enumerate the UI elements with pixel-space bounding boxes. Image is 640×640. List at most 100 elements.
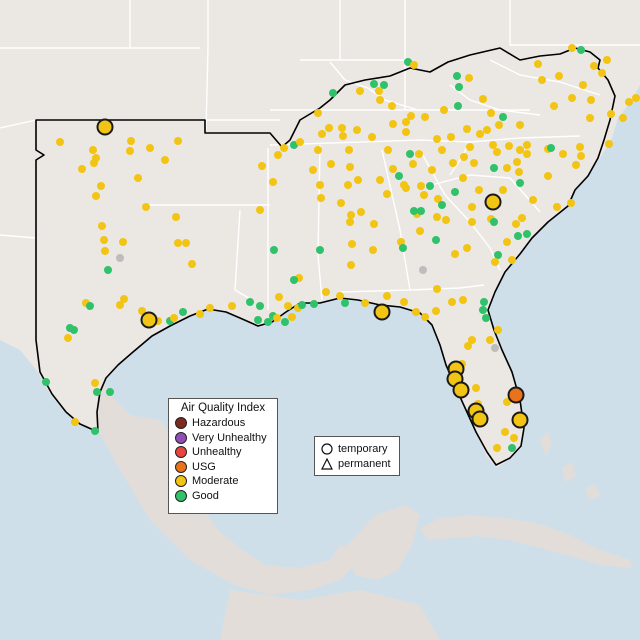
- station-marker[interactable]: [464, 342, 472, 350]
- station-marker[interactable]: [490, 164, 498, 172]
- station-marker[interactable]: [463, 244, 471, 252]
- station-marker[interactable]: [346, 218, 354, 226]
- station-marker[interactable]: [172, 213, 180, 221]
- station-marker[interactable]: [402, 118, 410, 126]
- station-marker[interactable]: [337, 199, 345, 207]
- station-marker[interactable]: [475, 186, 483, 194]
- station-marker[interactable]: [188, 260, 196, 268]
- station-marker[interactable]: [410, 207, 418, 215]
- station-marker[interactable]: [91, 379, 99, 387]
- station-marker[interactable]: [470, 159, 478, 167]
- station-marker[interactable]: [499, 186, 507, 194]
- station-marker[interactable]: [228, 302, 236, 310]
- station-marker[interactable]: [275, 293, 283, 301]
- station-marker[interactable]: [440, 106, 448, 114]
- station-marker[interactable]: [468, 218, 476, 226]
- station-marker[interactable]: [487, 109, 495, 117]
- station-marker[interactable]: [516, 179, 524, 187]
- station-marker[interactable]: [116, 254, 124, 262]
- station-marker[interactable]: [127, 137, 135, 145]
- station-marker[interactable]: [503, 164, 511, 172]
- station-marker[interactable]: [369, 246, 377, 254]
- station-marker[interactable]: [468, 203, 476, 211]
- station-marker[interactable]: [538, 76, 546, 84]
- station-marker[interactable]: [459, 174, 467, 182]
- station-marker[interactable]: [314, 146, 322, 154]
- station-marker[interactable]: [603, 56, 611, 64]
- station-marker[interactable]: [270, 246, 278, 254]
- station-marker[interactable]: [357, 208, 365, 216]
- station-marker[interactable]: [281, 318, 289, 326]
- station-marker[interactable]: [356, 87, 364, 95]
- station-marker[interactable]: [409, 160, 417, 168]
- station-marker[interactable]: [42, 378, 50, 386]
- station-marker[interactable]: [529, 196, 537, 204]
- station-marker[interactable]: [91, 427, 99, 435]
- station-marker[interactable]: [510, 434, 518, 442]
- station-marker[interactable]: [547, 144, 555, 152]
- station-marker[interactable]: [491, 344, 499, 352]
- station-marker[interactable]: [442, 216, 450, 224]
- station-marker[interactable]: [89, 146, 97, 154]
- station-marker[interactable]: [120, 295, 128, 303]
- station-marker[interactable]: [400, 298, 408, 306]
- temporary-monitor-marker[interactable]: [484, 193, 502, 211]
- station-marker[interactable]: [316, 181, 324, 189]
- station-marker[interactable]: [274, 151, 282, 159]
- station-marker[interactable]: [104, 266, 112, 274]
- station-marker[interactable]: [486, 336, 494, 344]
- station-marker[interactable]: [410, 61, 418, 69]
- station-marker[interactable]: [490, 218, 498, 226]
- station-marker[interactable]: [280, 144, 288, 152]
- station-marker[interactable]: [256, 302, 264, 310]
- station-marker[interactable]: [447, 133, 455, 141]
- temporary-monitor-marker[interactable]: [140, 311, 158, 329]
- station-marker[interactable]: [327, 160, 335, 168]
- station-marker[interactable]: [344, 181, 352, 189]
- station-marker[interactable]: [463, 125, 471, 133]
- station-marker[interactable]: [354, 176, 362, 184]
- station-marker[interactable]: [296, 138, 304, 146]
- station-marker[interactable]: [376, 176, 384, 184]
- station-marker[interactable]: [433, 135, 441, 143]
- station-marker[interactable]: [513, 158, 521, 166]
- station-marker[interactable]: [93, 388, 101, 396]
- station-marker[interactable]: [389, 165, 397, 173]
- station-marker[interactable]: [348, 240, 356, 248]
- station-marker[interactable]: [78, 165, 86, 173]
- station-marker[interactable]: [576, 143, 584, 151]
- station-marker[interactable]: [460, 153, 468, 161]
- station-marker[interactable]: [476, 130, 484, 138]
- station-marker[interactable]: [56, 138, 64, 146]
- temporary-monitor-marker[interactable]: [511, 411, 529, 429]
- station-marker[interactable]: [598, 69, 606, 77]
- station-marker[interactable]: [170, 314, 178, 322]
- station-marker[interactable]: [174, 239, 182, 247]
- station-marker[interactable]: [523, 230, 531, 238]
- station-marker[interactable]: [508, 256, 516, 264]
- station-marker[interactable]: [577, 152, 585, 160]
- station-marker[interactable]: [86, 302, 94, 310]
- station-marker[interactable]: [607, 110, 615, 118]
- station-marker[interactable]: [579, 81, 587, 89]
- station-marker[interactable]: [493, 444, 501, 452]
- station-marker[interactable]: [534, 60, 542, 68]
- station-marker[interactable]: [483, 126, 491, 134]
- temporary-monitor-marker[interactable]: [452, 381, 470, 399]
- station-marker[interactable]: [97, 182, 105, 190]
- station-marker[interactable]: [206, 304, 214, 312]
- station-marker[interactable]: [505, 142, 513, 150]
- station-marker[interactable]: [338, 124, 346, 132]
- station-marker[interactable]: [514, 232, 522, 240]
- station-marker[interactable]: [380, 81, 388, 89]
- station-marker[interactable]: [116, 301, 124, 309]
- station-marker[interactable]: [146, 144, 154, 152]
- station-marker[interactable]: [322, 288, 330, 296]
- station-marker[interactable]: [347, 211, 355, 219]
- station-marker[interactable]: [246, 298, 254, 306]
- station-marker[interactable]: [310, 300, 318, 308]
- station-marker[interactable]: [316, 246, 324, 254]
- station-marker[interactable]: [503, 238, 511, 246]
- temporary-monitor-marker[interactable]: [471, 410, 489, 428]
